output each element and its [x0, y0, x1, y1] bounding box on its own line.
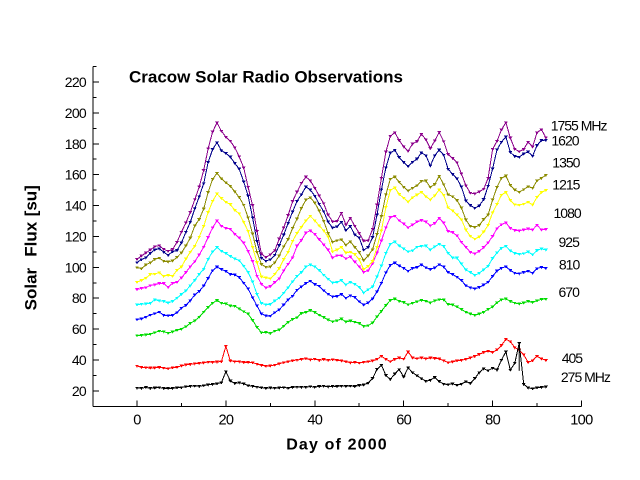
svg-text:405: 405 [562, 350, 584, 366]
svg-text:Cracow Solar Radio Observation: Cracow Solar Radio Observations [129, 68, 403, 87]
svg-text:80: 80 [72, 290, 87, 306]
svg-text:1755 MHz: 1755 MHz [551, 118, 608, 134]
svg-text:220: 220 [65, 74, 87, 90]
svg-text:1620: 1620 [551, 133, 579, 149]
svg-text:40: 40 [307, 413, 322, 429]
svg-text:120: 120 [65, 229, 87, 245]
svg-text:275 MHz: 275 MHz [561, 369, 611, 385]
svg-text:100: 100 [570, 413, 593, 429]
svg-text:810: 810 [559, 257, 581, 273]
svg-text:180: 180 [65, 136, 87, 152]
svg-text:60: 60 [396, 413, 411, 429]
svg-text:160: 160 [65, 167, 87, 183]
svg-text:20: 20 [218, 413, 233, 429]
svg-text:140: 140 [65, 198, 87, 214]
svg-text:Day of 2000: Day of 2000 [286, 437, 388, 454]
svg-text:670: 670 [559, 284, 581, 300]
svg-text:80: 80 [485, 413, 500, 429]
svg-text:60: 60 [72, 321, 87, 337]
svg-text:100: 100 [65, 259, 87, 275]
svg-text:1350: 1350 [552, 155, 580, 171]
svg-text:925: 925 [559, 234, 581, 250]
svg-text:40: 40 [72, 352, 87, 368]
svg-text:20: 20 [72, 383, 87, 399]
svg-text:1080: 1080 [554, 205, 582, 221]
svg-text:200: 200 [65, 105, 87, 121]
svg-text:1215: 1215 [552, 177, 580, 193]
svg-text:0: 0 [133, 413, 141, 429]
svg-text:Solar Flux [su]: Solar Flux [su] [22, 185, 41, 310]
